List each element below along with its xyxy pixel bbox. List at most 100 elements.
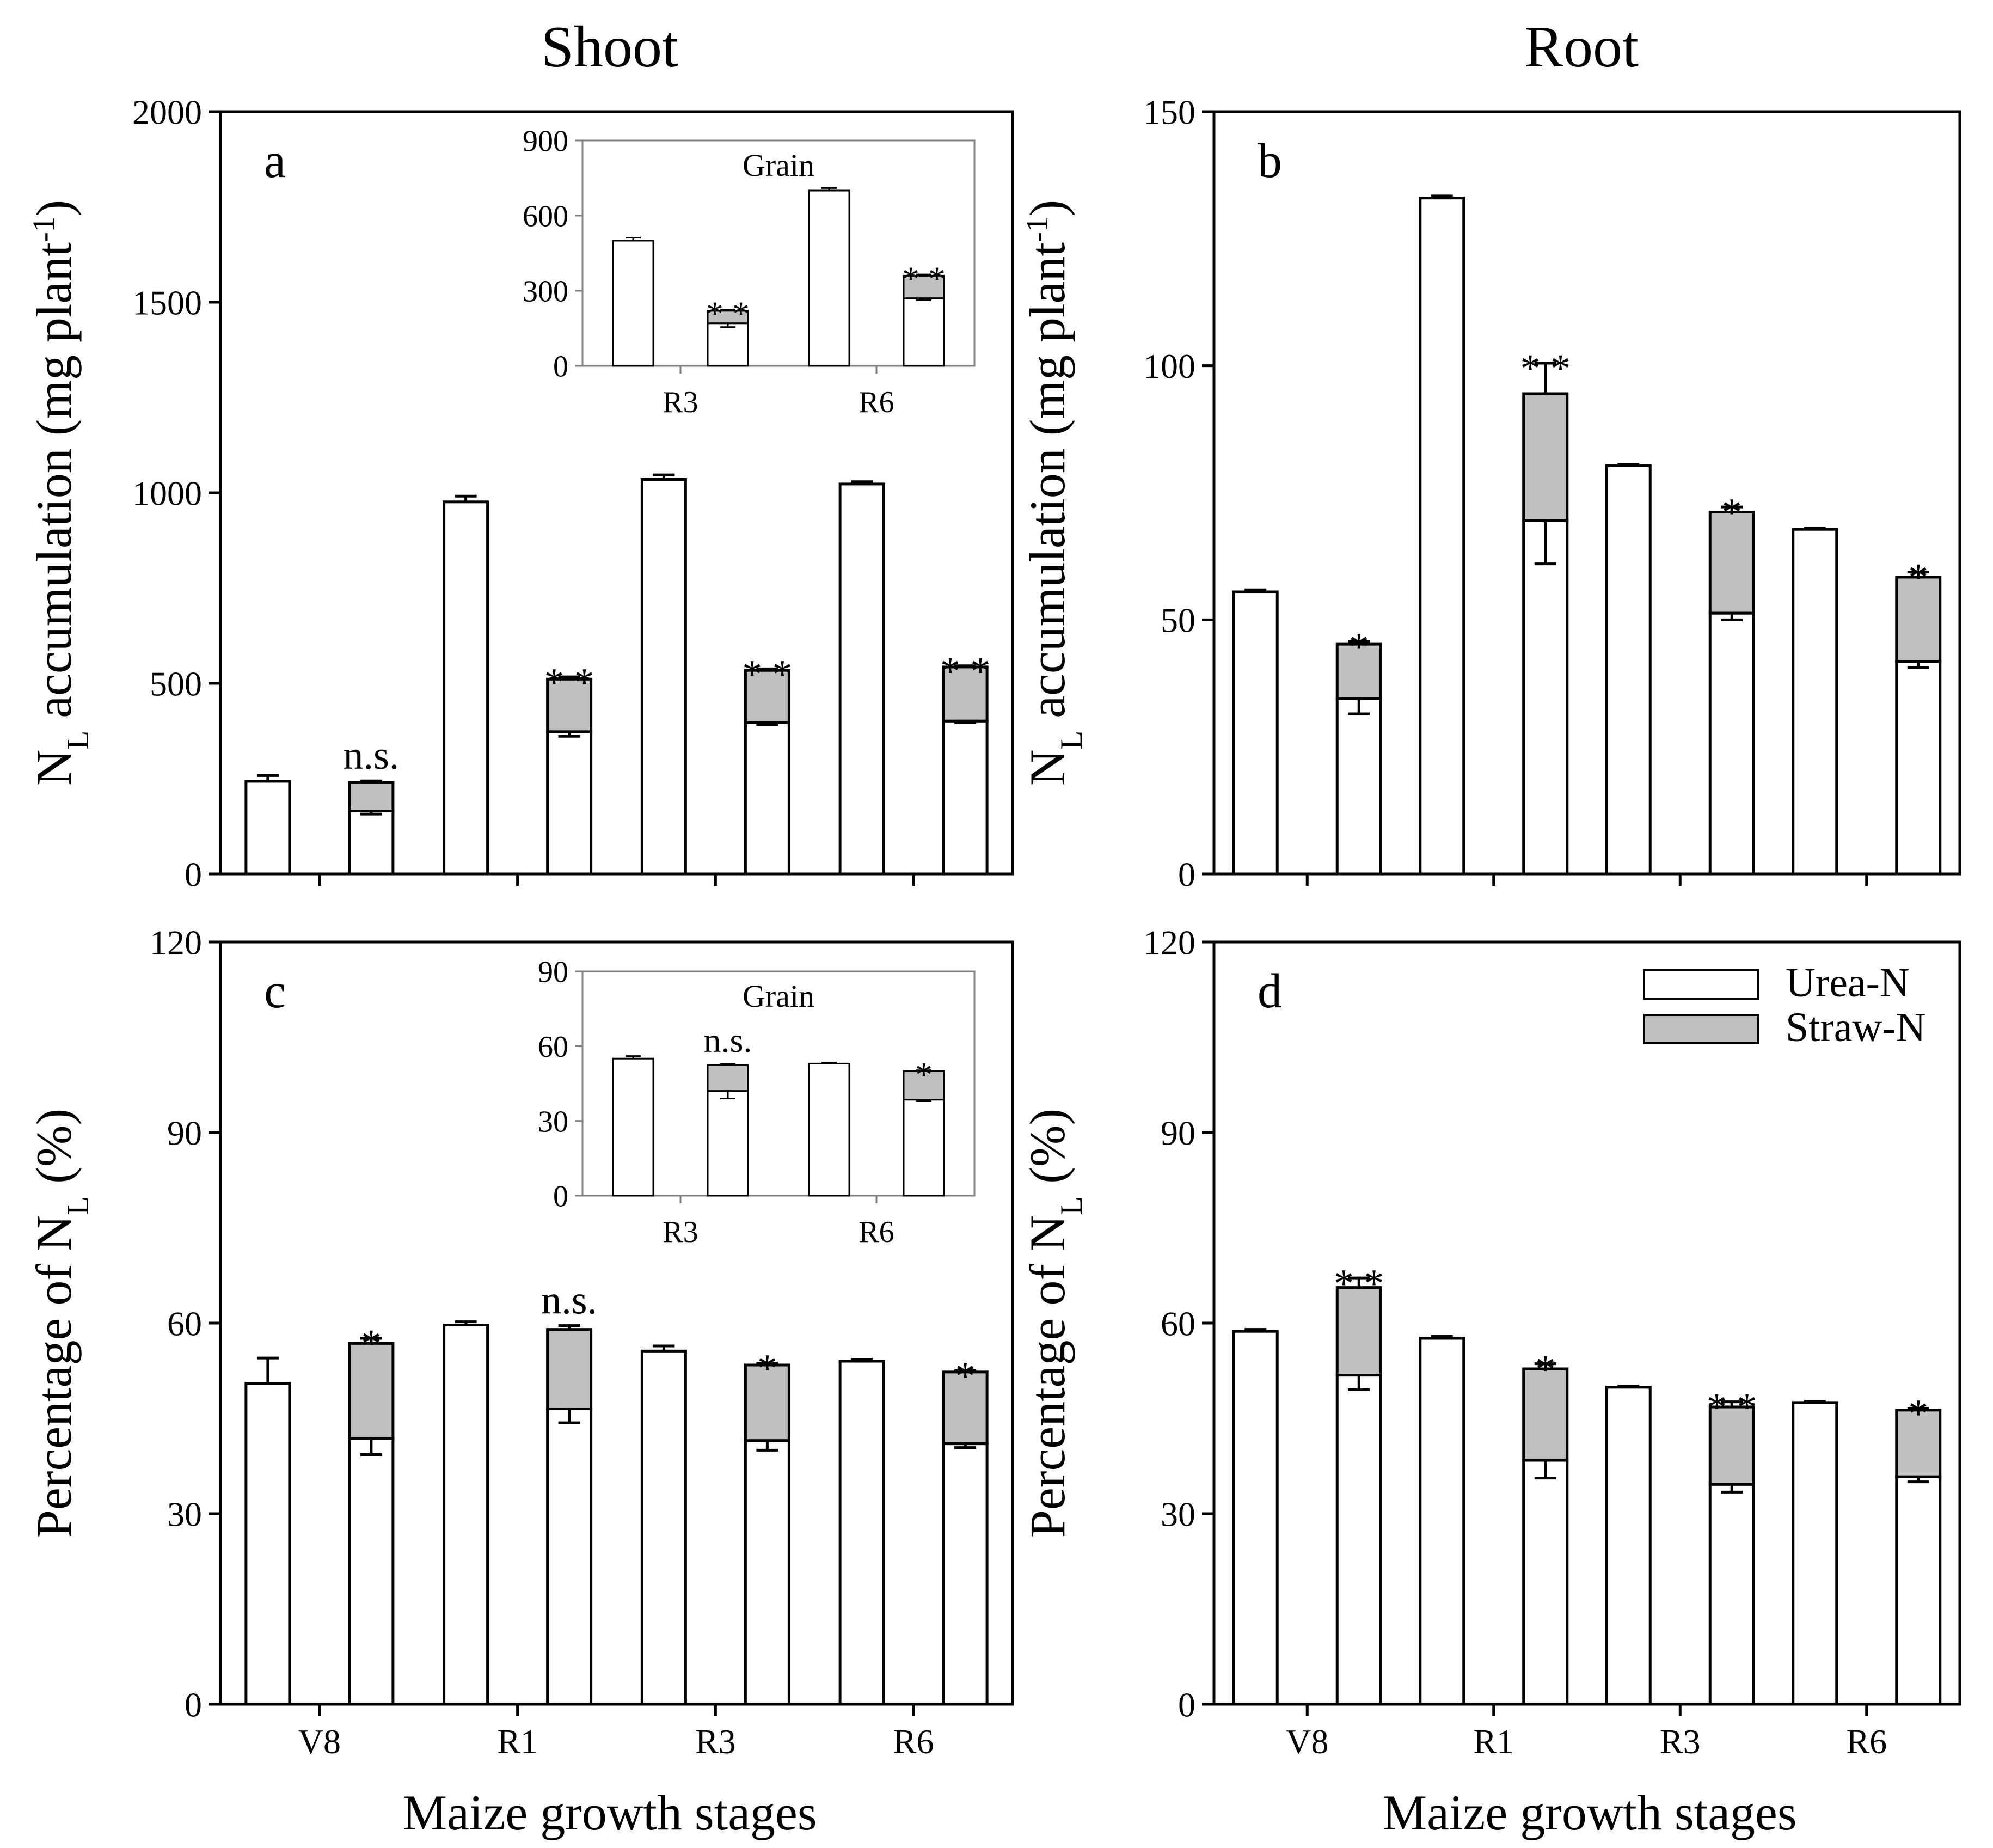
panel-b: 0 50 100 150 * * * * * b NL accumulation (mg plan… xyxy=(1020,93,1961,894)
x-tick-label: R6 xyxy=(858,1215,894,1249)
significance-label: n.s. xyxy=(704,1021,752,1060)
x-tick-label: R3 xyxy=(1660,1722,1701,1761)
y-tick-label: 120 xyxy=(1143,923,1195,962)
bar-urea-n-segment xyxy=(903,297,945,367)
significance-label: * xyxy=(1908,555,1928,600)
bar-urea-n-segment xyxy=(1522,519,1569,876)
y-tick-label: 600 xyxy=(523,200,568,234)
bar-straw-n-segment xyxy=(1522,392,1569,522)
legend-swatch-urea xyxy=(1643,969,1759,1000)
bar-straw-n-segment xyxy=(903,274,945,299)
bar-urea-n-segment xyxy=(942,719,989,876)
y-tick-label: 100 xyxy=(1143,347,1195,385)
bar-urea-treatment xyxy=(1419,197,1465,876)
bar-urea-treatment xyxy=(1605,1386,1652,1706)
significance-label: * xyxy=(955,1354,976,1399)
column-title-shoot: Shoot xyxy=(541,15,678,79)
panel-letter: b xyxy=(1258,134,1282,188)
panel-letter: d xyxy=(1258,964,1282,1018)
bar-urea-n-segment xyxy=(546,730,593,876)
bar-urea-n-segment xyxy=(348,1437,395,1706)
y-tick-label: 30 xyxy=(1161,1495,1195,1533)
y-axis-label: NL accumulation (mg plant-1) xyxy=(1020,200,1089,786)
plot-frame xyxy=(1212,110,1961,876)
bar-urea-n-segment xyxy=(1708,1483,1755,1706)
inset-frame xyxy=(581,970,976,1197)
bar-urea-treatment xyxy=(244,1382,291,1706)
bar-straw-n-segment xyxy=(1522,1367,1569,1462)
significance-label: * xyxy=(915,1055,933,1094)
significance-label: * * xyxy=(940,650,991,694)
inset-a: 0 300 600 900 R3 * * R6 * * Grain xyxy=(523,125,976,419)
significance-label: * * xyxy=(1707,1385,1757,1430)
x-axis-label-left: Maize growth stages xyxy=(402,1785,817,1840)
bar-urea-n-segment xyxy=(1895,660,1942,876)
x-tick-label: R3 xyxy=(695,1722,736,1761)
x-tick-label: V8 xyxy=(298,1722,341,1761)
bar-urea-n-segment xyxy=(744,1439,790,1706)
y-tick-label: 1000 xyxy=(132,474,202,512)
bar-urea-treatment xyxy=(1419,1337,1465,1706)
y-tick-label: 0 xyxy=(1178,1685,1195,1724)
significance-label: * * xyxy=(706,295,750,333)
y-tick-label: 900 xyxy=(523,125,568,158)
bar-urea-n-segment xyxy=(546,1408,593,1706)
y-tick-label: 60 xyxy=(167,1304,202,1343)
significance-label: * * xyxy=(902,259,946,298)
bar-straw-n-segment xyxy=(348,781,395,812)
significance-label: * * xyxy=(544,660,594,705)
significance-label: * * xyxy=(1520,347,1571,391)
significance-label: * * xyxy=(1334,1262,1384,1306)
bar-urea-n-segment xyxy=(744,721,790,876)
significance-label: * * xyxy=(742,652,793,697)
bar-straw-n-segment xyxy=(546,1328,593,1411)
plot-frame xyxy=(219,940,1014,1706)
bar-straw-n-segment xyxy=(348,1342,395,1440)
y-tick-label: 90 xyxy=(538,956,568,989)
x-tick-label: R1 xyxy=(1473,1722,1514,1761)
y-tick-label: 60 xyxy=(1161,1304,1195,1343)
bar-urea-n-segment xyxy=(942,1442,989,1706)
bar-urea-treatment xyxy=(1232,590,1279,876)
bar-straw-n-segment xyxy=(1335,642,1382,700)
bar-straw-n-segment xyxy=(707,1064,749,1092)
bar-urea-n-segment xyxy=(1522,1459,1569,1706)
panel-letter: c xyxy=(264,964,286,1018)
y-tick-label: 0 xyxy=(1178,855,1195,894)
y-tick-label: 300 xyxy=(523,275,568,309)
y-axis-label: Percentage of NL (%) xyxy=(1020,1109,1089,1538)
bar-urea-n-segment xyxy=(903,1099,945,1197)
bar-straw-n-segment xyxy=(1895,576,1942,663)
x-tick-label: R6 xyxy=(1846,1722,1887,1761)
bar-straw-n-segment xyxy=(1335,1286,1382,1377)
bar-urea-n-segment xyxy=(1895,1475,1942,1706)
x-tick-label: R1 xyxy=(497,1722,538,1761)
significance-label: n.s. xyxy=(343,733,399,778)
inset-title: Grain xyxy=(743,978,814,1014)
plot-frame xyxy=(219,110,1014,876)
bar-urea-treatment xyxy=(640,1349,687,1706)
x-tick-label: V8 xyxy=(1286,1722,1328,1761)
panel-letter: a xyxy=(264,134,286,188)
bar-urea-treatment xyxy=(808,1062,850,1197)
panel-c: 0 30 60 90 120 V8 * R1 n.s. R3 * R6 * c Percentage of … xyxy=(26,923,1014,1761)
inset-frame xyxy=(581,139,976,367)
y-tick-label: 90 xyxy=(1161,1113,1195,1152)
bar-urea-n-segment xyxy=(348,810,395,876)
bar-urea-treatment xyxy=(612,1057,654,1197)
significance-label: n.s. xyxy=(541,1278,597,1323)
y-tick-label: 0 xyxy=(185,855,202,894)
y-tick-label: 2000 xyxy=(132,93,202,131)
bar-urea-treatment xyxy=(443,1324,489,1706)
bar-urea-n-segment xyxy=(1708,611,1755,876)
bar-urea-treatment xyxy=(244,780,291,876)
y-tick-label: 90 xyxy=(167,1113,202,1152)
bar-straw-n-segment xyxy=(1895,1409,1942,1478)
y-tick-label: 30 xyxy=(167,1495,202,1533)
inset-c: 0 30 60 90 R3 n.s. R6 * Grain xyxy=(538,956,976,1249)
bar-straw-n-segment xyxy=(942,1370,989,1446)
y-tick-label: 30 xyxy=(538,1105,568,1139)
x-tick-label: R3 xyxy=(663,1215,698,1249)
